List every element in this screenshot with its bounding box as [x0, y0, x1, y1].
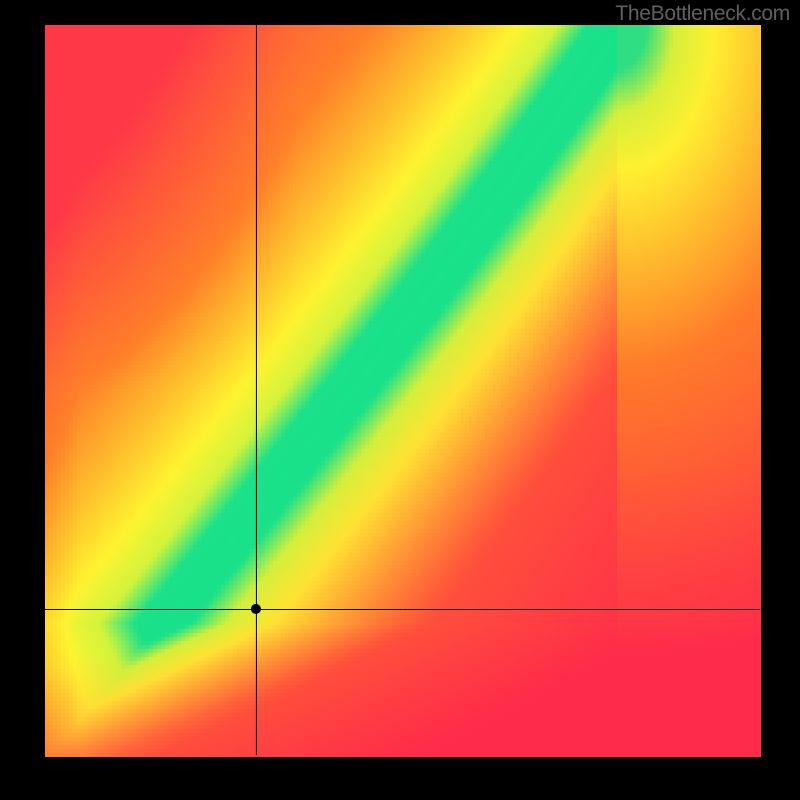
watermark-text: TheBottleneck.com [615, 2, 790, 26]
chart-container: TheBottleneck.com [0, 0, 800, 800]
bottleneck-heatmap [0, 0, 800, 800]
